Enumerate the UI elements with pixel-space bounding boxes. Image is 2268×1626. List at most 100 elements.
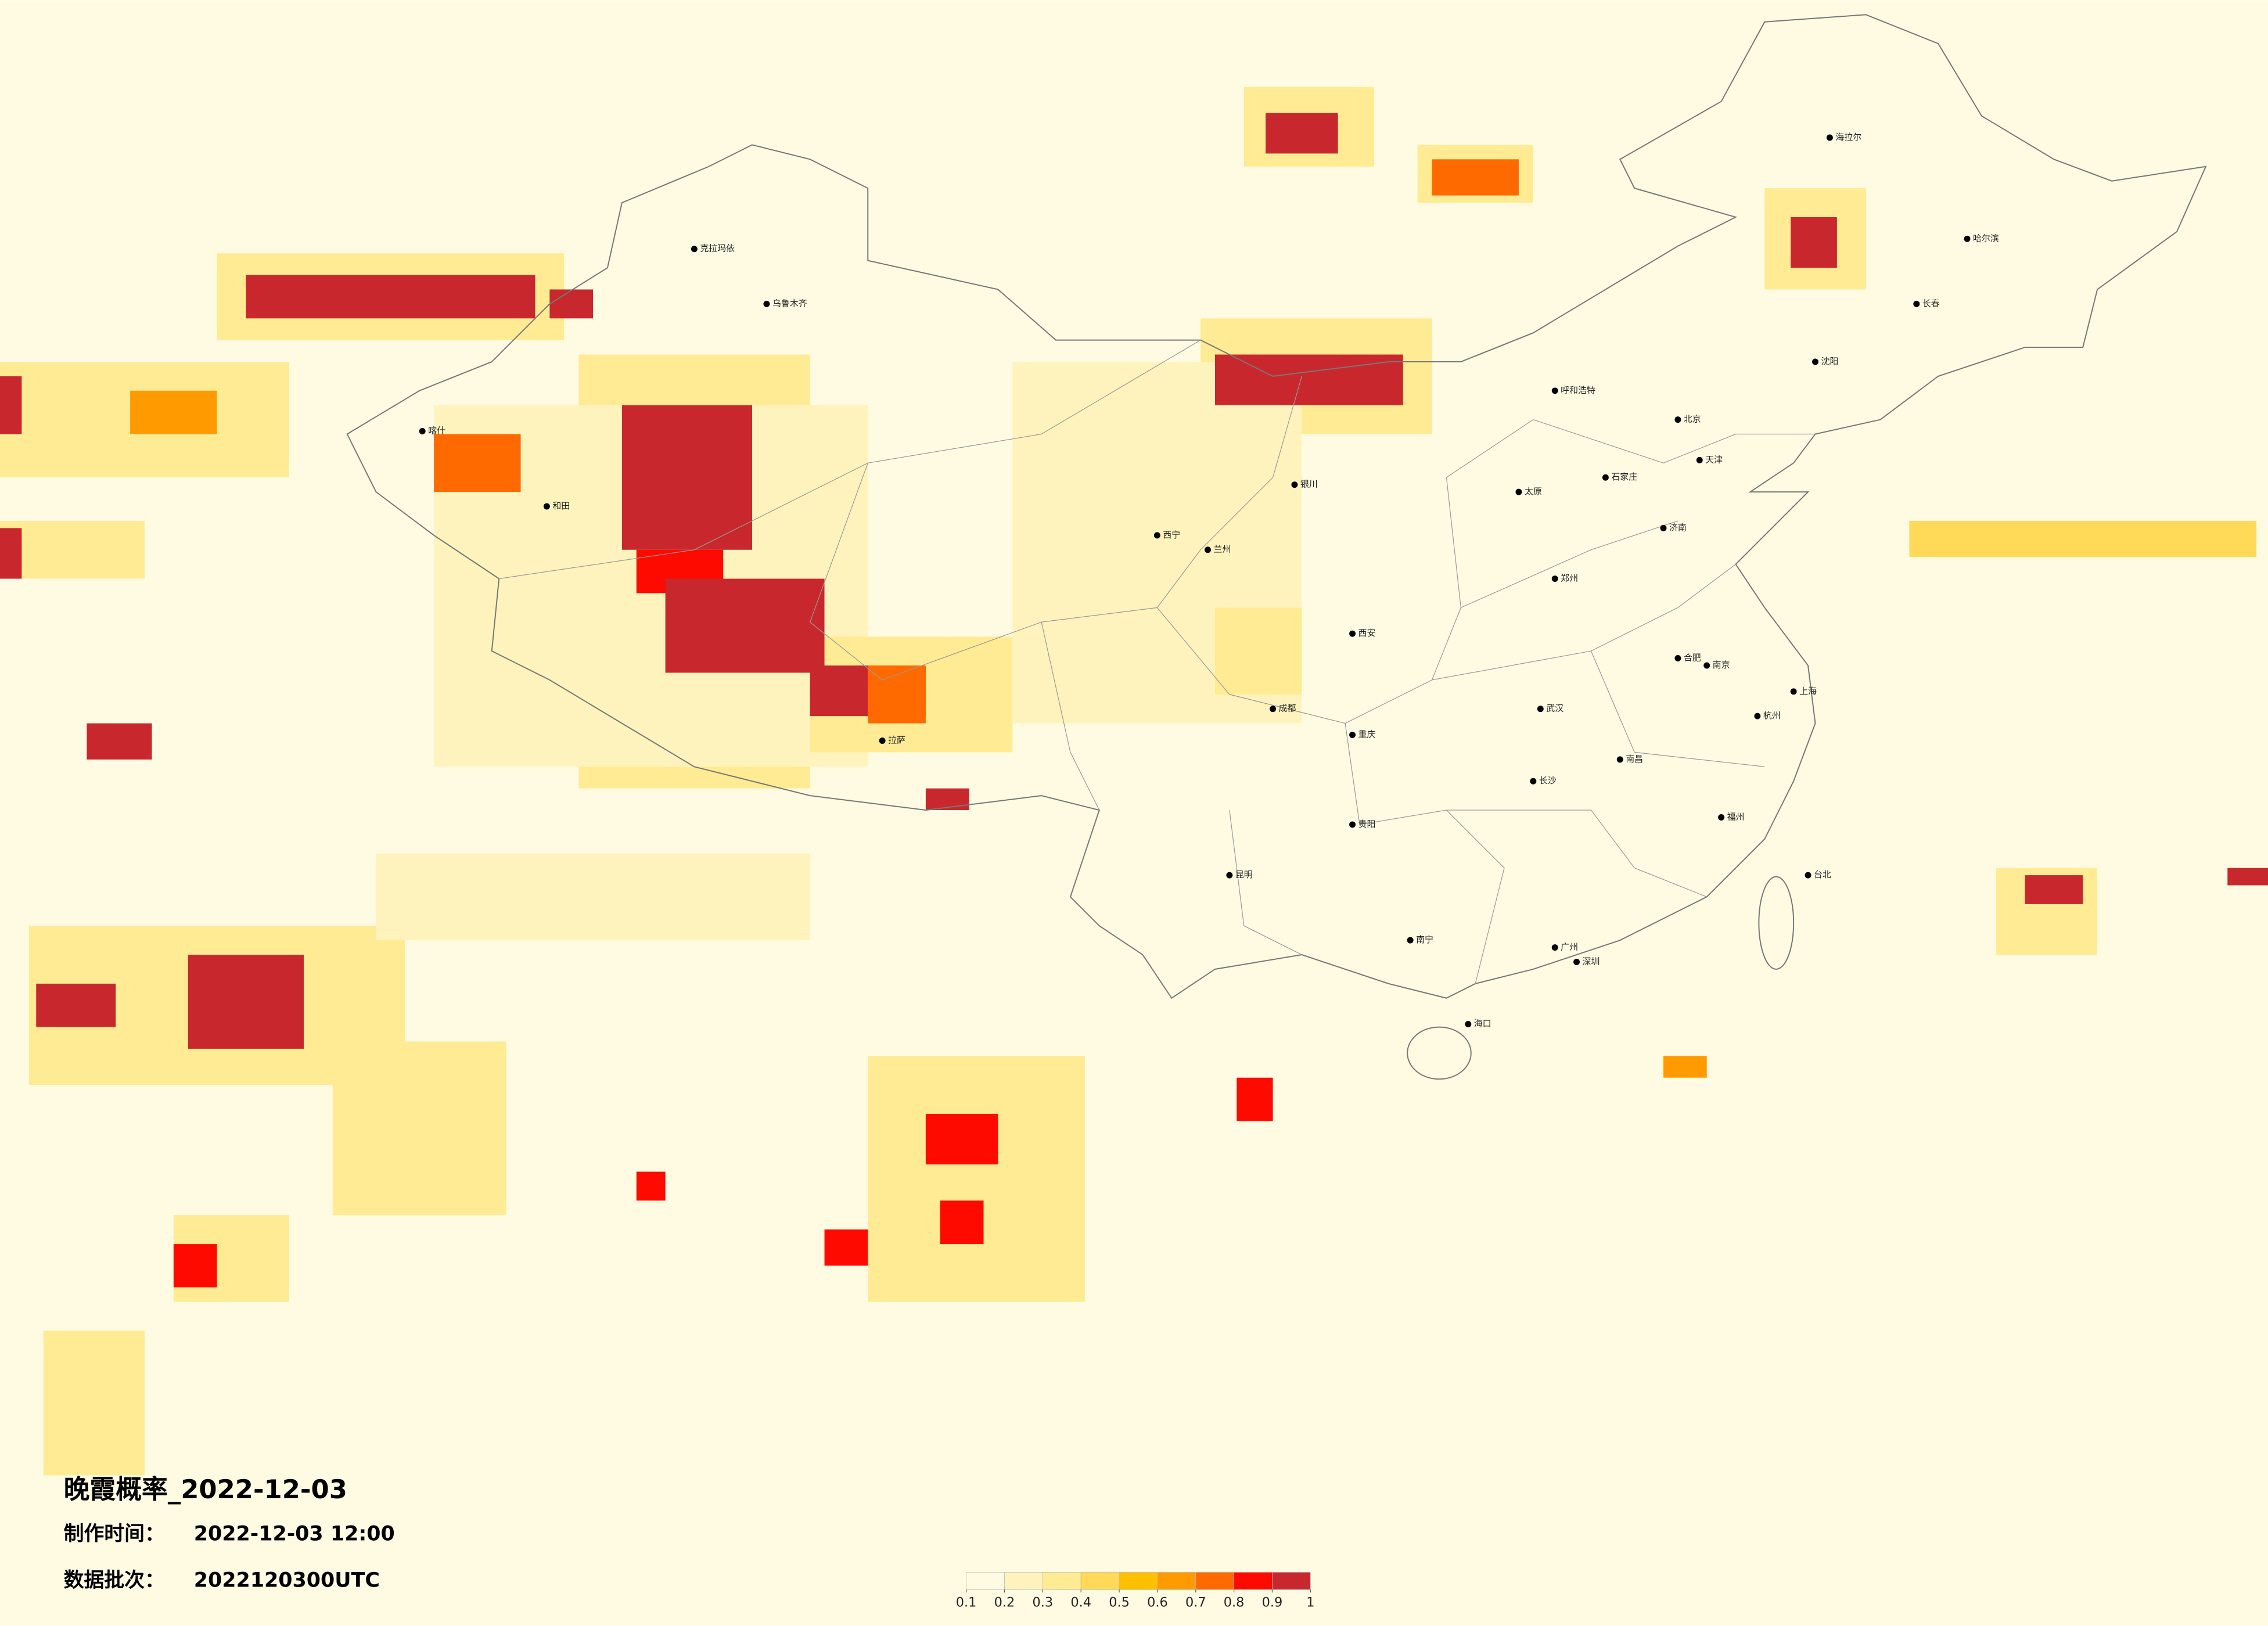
probability-patch — [332, 1041, 506, 1215]
city-dot — [1153, 532, 1160, 539]
city-dot — [691, 246, 698, 253]
city-dot — [1573, 959, 1580, 965]
city-label: 上海 — [1799, 686, 1817, 696]
probability-patch — [925, 788, 969, 811]
city-dot — [1964, 235, 1971, 242]
city-dot — [1826, 134, 1833, 141]
colorbar-bin — [1004, 1572, 1043, 1590]
city-label: 海拉尔 — [1835, 132, 1861, 142]
colorbar-label: 0.1 — [956, 1595, 977, 1610]
city-dot — [1805, 872, 1811, 879]
city-label: 喀什 — [428, 426, 445, 436]
batch-label: 数据批次： — [64, 1569, 165, 1592]
city-dot — [543, 503, 550, 510]
city-label: 沈阳 — [1821, 356, 1838, 366]
colorbar-label: 0.3 — [1033, 1595, 1054, 1610]
city-dot — [1226, 872, 1233, 879]
colorbar-label: 0.6 — [1147, 1595, 1168, 1610]
city-dot — [1349, 821, 1356, 828]
city-label: 北京 — [1684, 414, 1701, 425]
map-title: 晚霞概率_2022-12-03 — [64, 1474, 347, 1505]
boundaries — [346, 14, 2207, 1080]
probability-patch — [87, 723, 152, 760]
hainan — [1407, 1026, 1472, 1080]
city-dot — [879, 737, 886, 744]
made-value: 2022-12-03 12:00 — [194, 1523, 395, 1546]
city-label: 海口 — [1474, 1019, 1491, 1029]
probability-patch — [1909, 520, 2257, 557]
city-label: 杭州 — [1763, 710, 1781, 721]
colorbar: 0.1 0.2 0.3 0.4 0.5 0.6 0.7 0.8 0.9 1 — [956, 1572, 1314, 1610]
city-label: 西安 — [1358, 628, 1376, 638]
city-dot — [1703, 662, 1710, 669]
city-dot — [1812, 358, 1818, 365]
colorbar-label: 0.9 — [1262, 1595, 1283, 1610]
city-label: 广州 — [1561, 942, 1578, 952]
city-dot — [1551, 387, 1558, 394]
city-label: 武汉 — [1546, 703, 1563, 714]
city-label: 呼和浩特 — [1561, 385, 1595, 395]
colorbar-label: 0.5 — [1109, 1595, 1130, 1610]
city-dot — [1602, 474, 1609, 481]
probability-patch — [130, 390, 217, 434]
city-label: 银川 — [1300, 479, 1318, 490]
probability-patch — [0, 520, 145, 579]
probability-patch — [1214, 607, 1302, 695]
city-dot — [1270, 706, 1277, 713]
city-dot — [1674, 416, 1681, 423]
city-dot — [1349, 630, 1356, 637]
city-label: 哈尔滨 — [1973, 233, 1999, 243]
city-dot — [419, 428, 426, 435]
city-label: 贵阳 — [1358, 819, 1376, 829]
probability-patch — [549, 289, 594, 319]
probability-patch — [43, 1330, 145, 1476]
probability-patch — [0, 528, 22, 579]
city-label: 重庆 — [1358, 729, 1376, 740]
colorbar-bin — [1080, 1572, 1120, 1590]
city-dot — [1515, 488, 1522, 495]
colorbar-label: 0.8 — [1224, 1595, 1245, 1610]
city-dot — [1291, 481, 1298, 488]
city-dot — [1551, 944, 1558, 951]
city-dot — [763, 300, 770, 307]
city-dot — [1660, 524, 1667, 531]
probability-patch — [434, 434, 521, 492]
city-dot — [1616, 756, 1623, 763]
probability-patch — [36, 983, 116, 1027]
probability-patch — [1791, 217, 1837, 268]
country-outline — [346, 14, 2207, 999]
probability-patch — [824, 1229, 868, 1266]
city-label: 成都 — [1279, 703, 1296, 714]
city-dot — [1349, 732, 1356, 738]
city-dot — [1530, 778, 1537, 785]
city-dot — [1790, 688, 1797, 695]
city-label: 石家庄 — [1611, 472, 1637, 482]
city-label: 合肥 — [1684, 653, 1701, 663]
colorbar-label: 0.7 — [1185, 1595, 1206, 1610]
probability-patch — [173, 1244, 217, 1287]
city-label: 昆明 — [1235, 869, 1253, 880]
city-label: 深圳 — [1583, 956, 1600, 967]
city-label: 郑州 — [1561, 573, 1578, 584]
city-label: 南昌 — [1626, 754, 1643, 764]
city-label: 乌鲁木齐 — [772, 298, 807, 308]
province-lines — [499, 340, 1816, 984]
city-label: 南宁 — [1416, 934, 1433, 945]
city-label: 长沙 — [1539, 775, 1557, 786]
city-label: 济南 — [1669, 522, 1687, 533]
probability-patch — [2025, 875, 2083, 904]
probability-patch — [868, 665, 926, 724]
probability-patch — [188, 955, 304, 1049]
probability-patch — [636, 1171, 666, 1201]
city-label: 和田 — [552, 501, 570, 511]
city-label: 台北 — [1814, 869, 1831, 880]
probability-patch — [246, 275, 535, 319]
city-label: 拉萨 — [888, 735, 905, 745]
city-dot — [1407, 937, 1414, 944]
colorbar-bin — [966, 1572, 1005, 1590]
colorbar-bin — [1042, 1572, 1081, 1590]
probability-patch — [621, 405, 753, 550]
colorbar-label: 0.4 — [1070, 1595, 1091, 1610]
